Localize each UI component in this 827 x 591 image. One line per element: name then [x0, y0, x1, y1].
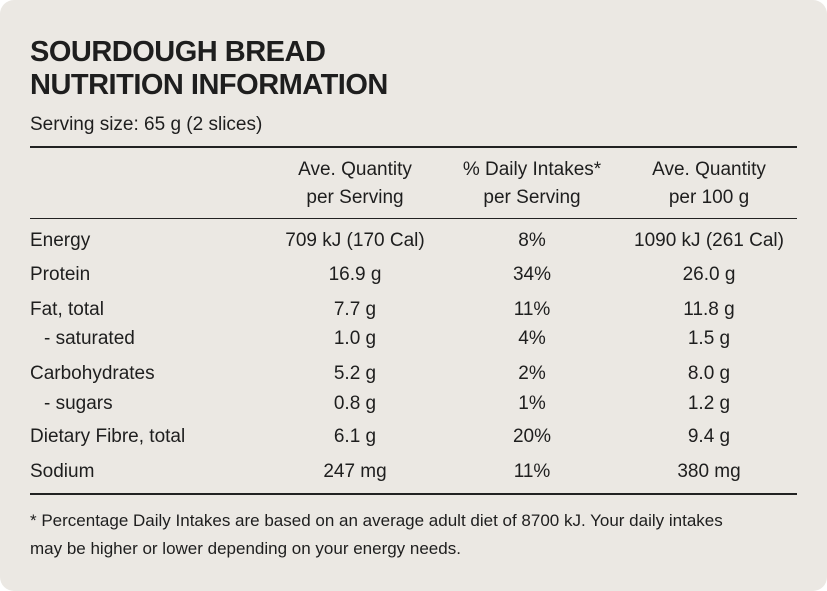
row-label: Sodium: [30, 461, 95, 482]
cell: 380 mg: [677, 461, 741, 482]
title: NUTRITION INFORMATION: [30, 69, 388, 101]
cell: 1090 kJ (261 Cal): [634, 230, 784, 251]
cell: 20%: [512, 426, 552, 447]
row-label: - sugars: [44, 393, 113, 414]
cell: 247 mg: [323, 461, 387, 482]
cell: 0.8 g: [333, 393, 377, 414]
cell: 2%: [518, 363, 546, 384]
cell: 4%: [518, 328, 546, 349]
cell: 8%: [518, 230, 546, 251]
cell: 11%: [513, 299, 551, 320]
column-header: per 100 g: [668, 187, 750, 208]
cell: 1.5 g: [687, 328, 731, 349]
row-label: Protein: [30, 264, 91, 285]
cell: 7.7 g: [333, 299, 377, 320]
footnote: may be higher or lower depending on your…: [30, 539, 461, 558]
column-header: Ave. Quantity: [652, 159, 766, 180]
row-label: Dietary Fibre, total: [30, 426, 186, 447]
column-header: Ave. Quantity: [298, 159, 412, 180]
footnote: * Percentage Daily Intakes are based on …: [30, 511, 723, 530]
cell: 1.0 g: [333, 328, 377, 349]
cell: 11.8 g: [683, 299, 735, 320]
cell: 8.0 g: [687, 363, 731, 384]
cell: 709 kJ (170 Cal): [285, 230, 425, 251]
cell: 5.2 g: [333, 363, 377, 384]
cell: 26.0 g: [682, 264, 736, 285]
cell: 1%: [518, 393, 546, 414]
cell: 34%: [512, 264, 552, 285]
row-label: Fat, total: [30, 299, 104, 320]
column-header: % Daily Intakes*: [462, 159, 602, 180]
cell: 1.2 g: [687, 393, 731, 414]
rule: [30, 493, 797, 495]
row-label: Energy: [30, 230, 91, 251]
cell: 16.9 g: [328, 264, 382, 285]
row-label: Carbohydrates: [30, 363, 155, 384]
cell: 9.4 g: [687, 426, 731, 447]
column-header: per Serving: [483, 187, 581, 208]
rule: [30, 146, 797, 148]
rule: [30, 218, 797, 219]
cell: 6.1 g: [333, 426, 377, 447]
title: SOURDOUGH BREAD: [30, 36, 326, 68]
column-header: per Serving: [306, 187, 404, 208]
row-label: - saturated: [44, 328, 135, 349]
cell: 11%: [513, 461, 551, 482]
serving-size: Serving size: 65 g (2 slices): [30, 114, 263, 135]
